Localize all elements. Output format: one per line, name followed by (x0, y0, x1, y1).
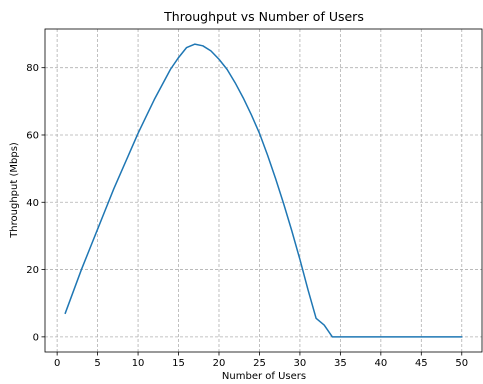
series-layer (64, 43, 463, 338)
x-tick-label: 50 (455, 358, 468, 369)
y-axis-label: Throughput (Mbps) (9, 142, 20, 239)
x-tick-label: 45 (415, 358, 428, 369)
y-tick-label: 20 (26, 265, 39, 276)
x-tick-label: 10 (132, 358, 145, 369)
ticks: 0 5 10 15 20 25 30 35 40 45 50 0 20 40 60 80 (26, 63, 468, 369)
x-tick-label: 20 (213, 358, 226, 369)
x-tick-label: 35 (334, 358, 347, 369)
y-tick-label: 40 (26, 198, 39, 209)
x-tick-label: 30 (294, 358, 307, 369)
y-tick-label: 60 (26, 130, 39, 141)
x-tick-label: 40 (374, 358, 387, 369)
plot-frame (44, 28, 483, 353)
x-tick-label: 15 (172, 358, 185, 369)
x-tick-label: 0 (54, 358, 60, 369)
series-line-0 (64, 43, 463, 338)
chart-title: Throughput vs Number of Users (163, 9, 364, 24)
x-tick-label: 5 (94, 358, 100, 369)
grid (45, 29, 482, 352)
y-tick-label: 80 (26, 63, 39, 74)
x-axis-label: Number of Users (222, 371, 306, 382)
x-tick-label: 25 (253, 358, 266, 369)
y-tick-label: 0 (33, 332, 39, 343)
